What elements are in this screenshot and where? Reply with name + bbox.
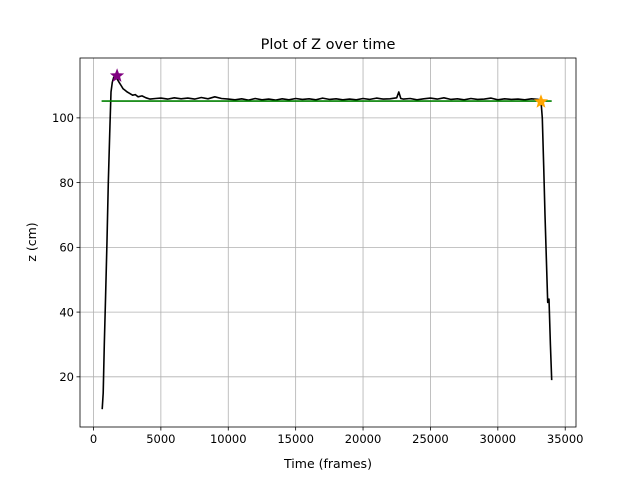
x-tick-label: 30000 bbox=[480, 432, 517, 446]
x-tick-label: 0 bbox=[90, 432, 97, 446]
x-tick-label: 25000 bbox=[412, 432, 449, 446]
x-tick-label: 15000 bbox=[277, 432, 314, 446]
star-marker-1 bbox=[109, 68, 125, 82]
marker-layer bbox=[109, 68, 549, 108]
x-tick-label: 35000 bbox=[547, 432, 584, 446]
plot-area bbox=[101, 68, 553, 410]
grid-lines bbox=[80, 58, 576, 427]
star-marker-2 bbox=[533, 94, 549, 108]
x-tick-label: 10000 bbox=[210, 432, 247, 446]
chart-title: Plot of Z over time bbox=[261, 37, 396, 53]
x-tick-label: 20000 bbox=[345, 432, 382, 446]
y-tick-label: 60 bbox=[59, 241, 74, 255]
y-tick-label: 40 bbox=[59, 305, 74, 319]
series-line-1 bbox=[101, 75, 553, 410]
x-tick-label: 5000 bbox=[146, 432, 175, 446]
x-axis-ticks: 0 5000 10000 15000 20000 25000 30000 35000 bbox=[90, 427, 584, 446]
y-axis-ticks: 20 40 60 80 100 bbox=[52, 111, 80, 384]
y-tick-label: 20 bbox=[59, 370, 74, 384]
y-tick-label: 100 bbox=[52, 111, 74, 125]
y-axis-label: z (cm) bbox=[24, 222, 39, 261]
x-axis-label: Time (frames) bbox=[283, 456, 372, 471]
axes-frame bbox=[79, 57, 577, 428]
y-tick-label: 80 bbox=[59, 176, 74, 190]
series-layer bbox=[101, 75, 553, 410]
